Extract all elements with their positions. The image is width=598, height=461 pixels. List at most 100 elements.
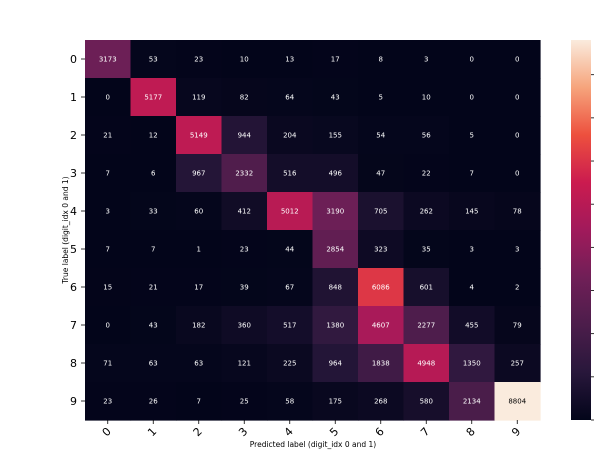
heatmap-cell	[85, 78, 132, 117]
heatmap-cell	[358, 154, 405, 193]
heatmap-cell	[130, 344, 177, 383]
cell-value-label: 964	[329, 360, 343, 368]
heatmap-cell	[130, 230, 177, 269]
heatmap-cell	[358, 40, 405, 79]
heatmap-cell	[85, 344, 132, 383]
heatmap-cell	[449, 306, 496, 345]
cell-value-label: 23	[240, 246, 249, 254]
heatmap-cell	[267, 116, 314, 155]
heatmap-cell	[403, 78, 450, 117]
heatmap-cell	[176, 78, 223, 117]
cell-value-label: 4948	[417, 360, 435, 368]
cell-value-label: 56	[422, 132, 431, 140]
cell-value-label: 23	[103, 398, 112, 406]
heatmap-cell	[176, 116, 223, 155]
cell-value-label: 44	[285, 246, 294, 254]
heatmap-cell	[403, 192, 450, 231]
cell-value-label: 0	[470, 94, 474, 102]
heatmap-cell	[449, 230, 496, 269]
y-tick-label: 9	[70, 395, 77, 408]
heatmap-cell	[312, 192, 359, 231]
cell-value-label: 17	[331, 56, 340, 64]
x-tick-label: 3	[236, 425, 250, 439]
heatmap-cell	[449, 268, 496, 307]
heatmap-cell	[130, 268, 177, 307]
y-tick-label: 1	[70, 91, 77, 104]
cell-value-label: 0	[515, 56, 519, 64]
cell-value-label: 43	[149, 322, 158, 330]
heatmap-cell	[176, 306, 223, 345]
heatmap-cell	[85, 230, 132, 269]
cell-value-label: 53	[149, 56, 158, 64]
heatmap-cell	[312, 306, 359, 345]
x-tick-label: 8	[464, 425, 478, 439]
cell-value-label: 21	[149, 284, 158, 292]
heatmap-cell	[130, 306, 177, 345]
heatmap-cell	[312, 382, 359, 421]
cell-value-label: 54	[376, 132, 385, 140]
cell-value-label: 7	[470, 170, 474, 178]
heatmap-cell	[403, 268, 450, 307]
heatmap-cell	[449, 154, 496, 193]
cell-value-label: 4	[470, 284, 475, 292]
cell-value-label: 60	[194, 208, 203, 216]
heatmap-cell	[130, 116, 177, 155]
cell-value-label: 360	[238, 322, 251, 330]
heatmap-cell	[85, 192, 132, 231]
heatmap-cell	[358, 192, 405, 231]
cell-value-label: 58	[285, 398, 294, 406]
cell-value-label: 412	[238, 208, 251, 216]
heatmap-cell	[85, 116, 132, 155]
heatmap-cell	[403, 306, 450, 345]
cell-value-label: 516	[283, 170, 297, 178]
heatmap-cell	[221, 40, 268, 79]
cell-value-label: 12	[149, 132, 158, 140]
heatmap-cell	[221, 268, 268, 307]
cell-value-label: 0	[515, 132, 519, 140]
x-axis-label: Predicted label (digit_idx 0 and 1)	[250, 440, 377, 449]
cell-value-label: 2277	[417, 322, 435, 330]
heatmap-cell	[449, 116, 496, 155]
heatmap-cell	[221, 306, 268, 345]
heatmap-cell	[358, 268, 405, 307]
heatmap-cell	[130, 192, 177, 231]
heatmap-cell	[176, 230, 223, 269]
cell-value-label: 10	[240, 56, 249, 64]
cell-value-label: 78	[513, 208, 522, 216]
heatmap-cell	[403, 344, 450, 383]
cell-value-label: 705	[374, 208, 387, 216]
cell-value-label: 121	[238, 360, 251, 368]
heatmap-cell	[267, 192, 314, 231]
cell-value-label: 3	[515, 246, 519, 254]
heatmap-cell	[130, 78, 177, 117]
cell-value-label: 182	[192, 322, 205, 330]
cell-value-label: 119	[192, 94, 205, 102]
cell-value-label: 8804	[508, 398, 526, 406]
cell-value-label: 5	[470, 132, 474, 140]
heatmap-cell	[176, 382, 223, 421]
heatmap-cell	[494, 154, 541, 193]
heatmap-cell	[494, 78, 541, 117]
cell-value-label: 3173	[99, 56, 117, 64]
cell-value-label: 3	[106, 208, 110, 216]
x-tick-label: 4	[282, 425, 296, 439]
heatmap-cell	[312, 40, 359, 79]
cell-value-label: 155	[329, 132, 342, 140]
cell-value-label: 0	[515, 170, 519, 178]
cell-value-label: 323	[374, 246, 387, 254]
cell-value-label: 601	[420, 284, 433, 292]
cell-value-label: 257	[511, 360, 524, 368]
heatmap-cell	[358, 230, 405, 269]
y-axis-label: True label (digit_idx 0 and 1)	[61, 176, 70, 284]
heatmap-cell	[130, 40, 177, 79]
heatmap-cell	[221, 78, 268, 117]
heatmap-cell	[449, 344, 496, 383]
heatmap-cell	[449, 78, 496, 117]
heatmap-cell	[221, 344, 268, 383]
heatmap-cell	[221, 116, 268, 155]
x-tick-label: 6	[373, 425, 387, 439]
cell-value-label: 1	[197, 246, 201, 254]
cell-value-label: 22	[422, 170, 431, 178]
cell-value-label: 848	[329, 284, 342, 292]
